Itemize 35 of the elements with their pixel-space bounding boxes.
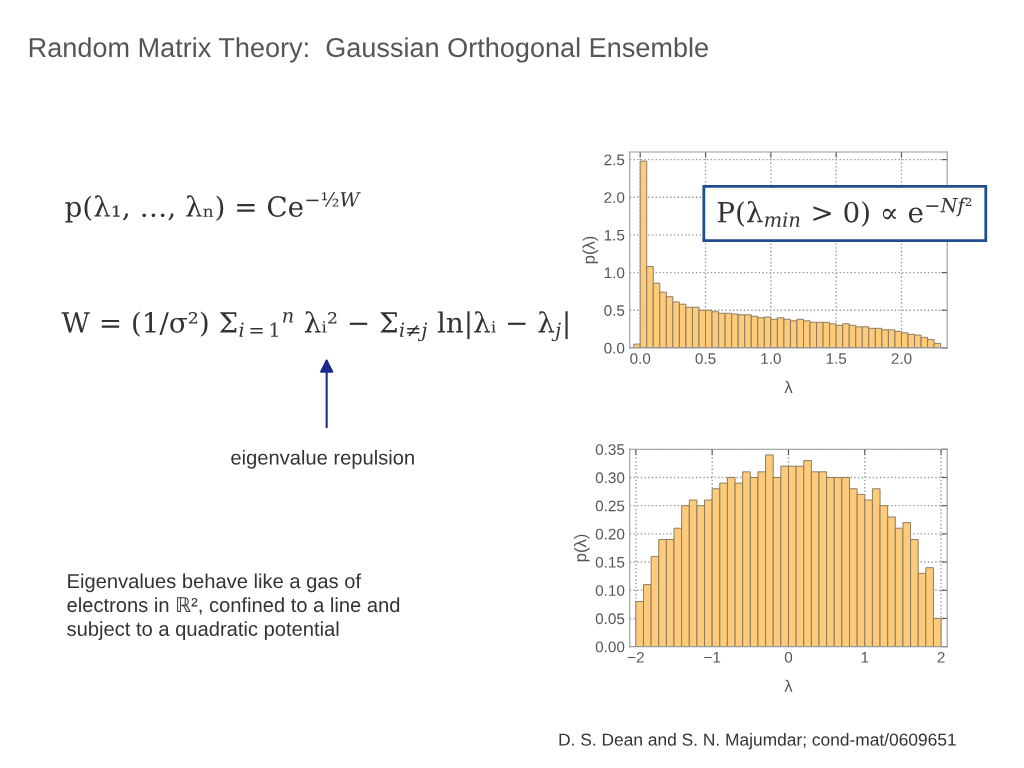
text: p(λ₁, …, λₙ) = Ce$^{−½W}$ bbox=[65, 192, 361, 223]
x-tick-label: −2 bbox=[627, 651, 644, 663]
y-tick-label: 0.15 bbox=[595, 556, 625, 568]
y-tick-label: 0.0 bbox=[604, 342, 625, 354]
x-tick-label: 2.0 bbox=[891, 353, 912, 364]
y-tick-label: 0.5 bbox=[604, 305, 625, 316]
y-tick-label: 2.5 bbox=[604, 154, 625, 166]
text: W = (1/σ²) Σ$_{i=1}$$^{n}$ λᵢ² − Σ$_{i≠j}$ ln|λᵢ − λ$_{j}$| bbox=[61, 311, 568, 342]
y-axis-title: p(λ) bbox=[582, 236, 599, 264]
y-tick-label: 0.30 bbox=[595, 472, 625, 484]
y-tick-label: 0.20 bbox=[595, 528, 625, 540]
y-axis-title: p(λ) bbox=[574, 534, 590, 562]
text: Eigenvalues behave like a gas of electrons in ℝ², confined to a line and subject to a quadratic potential bbox=[67, 573, 400, 640]
x-tick-label: 1.0 bbox=[761, 353, 781, 364]
text: Random Matrix Theory: Gaussian Orthogonal Ensemble bbox=[29, 37, 708, 63]
x-tick-label: 0.5 bbox=[695, 353, 716, 364]
text: D. S. Dean and S. N. Majumdar; cond-mat/0609651 bbox=[559, 733, 956, 750]
x-tick-label: 0.0 bbox=[630, 353, 651, 364]
y-tick-label: 1.5 bbox=[604, 229, 625, 241]
y-tick-label: 0.05 bbox=[595, 613, 625, 625]
x-tick-label: 2 bbox=[937, 651, 945, 663]
text: eigenvalue repulsion bbox=[231, 449, 414, 469]
y-tick-label: 0.25 bbox=[595, 500, 625, 512]
y-tick-label: 0.35 bbox=[595, 444, 625, 455]
x-axis-title: λ bbox=[784, 380, 793, 393]
y-tick-label: 2.0 bbox=[604, 192, 625, 203]
x-tick-label: 0 bbox=[784, 651, 793, 663]
x-tick-label: 1 bbox=[861, 652, 869, 663]
x-tick-label: 1.5 bbox=[826, 353, 847, 364]
y-tick-label: 1.0 bbox=[604, 267, 625, 279]
y-tick-label: 0.00 bbox=[595, 641, 625, 653]
y-tick-label: 0.10 bbox=[595, 585, 625, 596]
annotation: P(λ$_{min}$ > 0) ∝ e$^{−Nf²}$ bbox=[717, 197, 972, 227]
x-tick-label: −1 bbox=[704, 652, 721, 663]
x-axis-title: λ bbox=[784, 679, 793, 692]
